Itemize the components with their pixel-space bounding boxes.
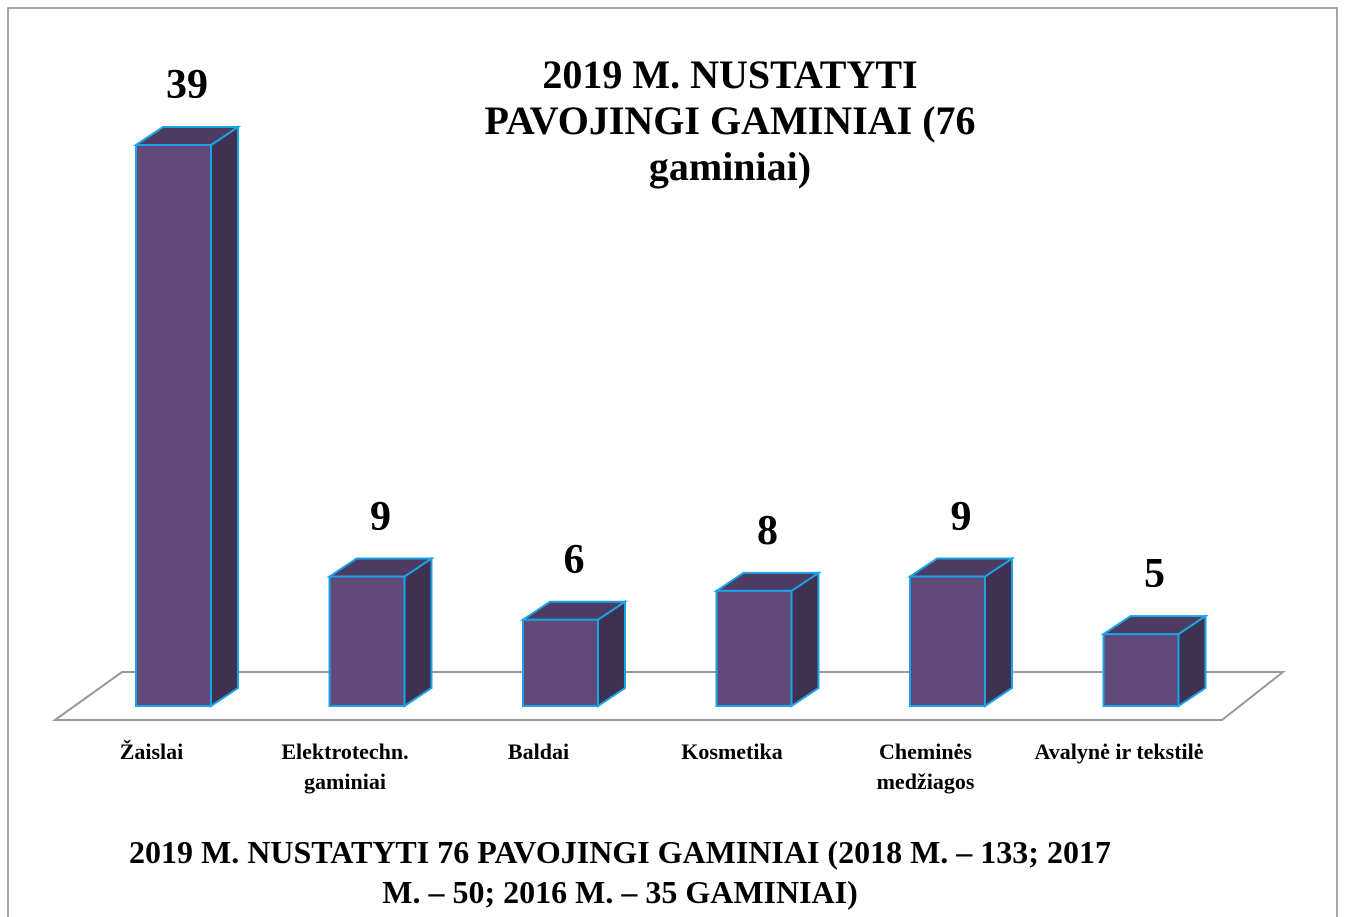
value-label: 39	[166, 62, 208, 108]
bar-front	[1102, 633, 1180, 707]
bar-front	[909, 575, 986, 707]
value-label: 9	[950, 493, 972, 540]
bar	[713, 571, 822, 708]
bar-front	[135, 144, 212, 707]
bar-front	[715, 589, 793, 707]
bar-side	[210, 125, 239, 708]
x-tick-label: Avalynė ir tekstilė	[1034, 739, 1204, 764]
value-label: 9	[370, 493, 391, 540]
bar	[519, 599, 629, 708]
x-tick-label: Kosmetika	[681, 739, 783, 764]
bar-side	[984, 556, 1013, 708]
frame	[7, 7, 1338, 917]
value-label: 5	[1144, 551, 1165, 598]
floor	[51, 671, 1286, 721]
x-tick-label: Žaislai	[119, 739, 184, 764]
bar	[906, 556, 1016, 708]
bar	[132, 125, 242, 708]
bar	[1100, 614, 1209, 708]
chart-subtitle: 2019 M. NUSTATYTI 76 PAVOJINGI GAMINIAI …	[129, 834, 1111, 910]
bar-side	[790, 571, 820, 708]
bar	[326, 556, 435, 708]
bar-front	[328, 575, 406, 707]
chart-title: 2019 M. NUSTATYTI PAVOJINGI GAMINIAI (76…	[484, 52, 976, 189]
bar-side	[403, 556, 433, 708]
bar-front	[522, 618, 599, 707]
x-tick-label: Baldai	[507, 739, 570, 764]
x-tick-label: Cheminės medžiagos	[876, 739, 975, 794]
x-tick-label: Elektrotechn. gaminiai	[281, 739, 409, 794]
value-label: 8	[757, 507, 778, 554]
value-label: 6	[563, 536, 585, 583]
